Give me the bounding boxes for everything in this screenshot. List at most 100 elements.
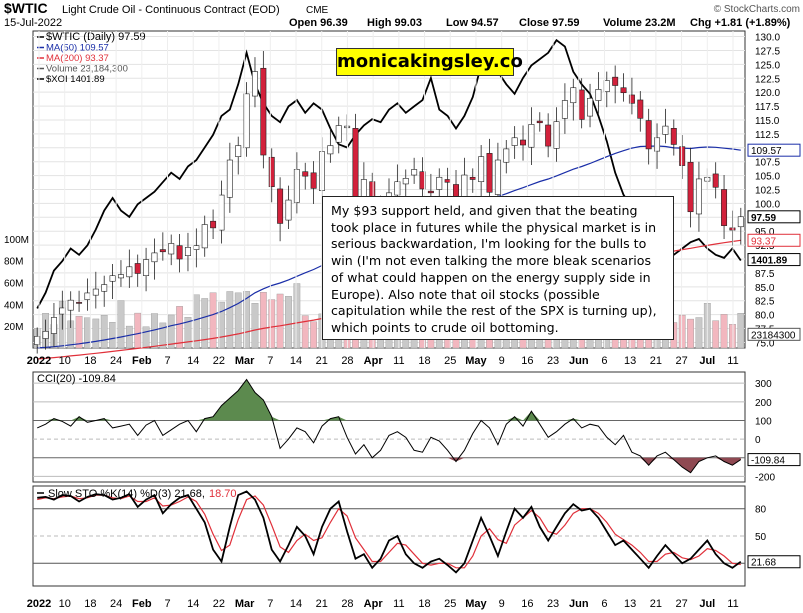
candle-body [578,89,585,120]
sto-k-line [37,490,742,574]
volume-bar [100,315,108,349]
candle-body [628,94,635,104]
volume-bar [92,318,100,349]
candle-body [218,194,225,231]
volume-bar [201,298,209,349]
x-tick-label: 23 [547,355,559,367]
volume-bar [134,312,142,349]
volume-bar [285,296,292,349]
candle-body [101,284,108,292]
volume-axis-label: 100M [4,235,29,246]
cci-tick-label: 200 [755,398,772,409]
candle-body [201,224,208,249]
xoi-tag: 1401.89 [751,256,788,267]
x-tick-label-bottom: Mar [235,598,255,610]
ma50-tag: 109.57 [751,146,782,157]
sto-tag: 21.68 [751,558,776,569]
volume-bar [226,291,234,349]
candle-body [184,247,191,256]
candle-body [335,125,342,143]
x-tick-label-bottom: Jun [569,598,589,610]
volume-tag-box [747,327,801,341]
candle-body [260,67,267,156]
legend-entry: Volume 23,184,300 [46,64,128,75]
candle-body [268,156,275,188]
x-tick-label-bottom: 2022 [27,598,51,610]
candle-body [235,145,242,157]
price-tick-label: 130.0 [755,33,780,44]
x-tick-label-bottom: Jul [699,598,715,610]
x-tick-label: 2022 [27,355,51,367]
price-tick-label: 100.0 [755,199,780,210]
volume-bar [678,314,686,349]
candle-body [251,71,258,97]
price-tick-label: 85.0 [755,283,775,294]
x-tick-label: 13 [624,355,636,367]
candle-body [561,100,568,119]
x-tick-label-bottom: Apr [364,598,384,610]
volume-bar [268,299,276,349]
candle-body [637,99,644,119]
x-tick-label: 21 [650,355,662,367]
price-tick-label: 105.0 [755,172,780,183]
x-tick-label-bottom: 18 [418,598,430,610]
x-tick-label: 18 [84,355,96,367]
volume-bar [234,292,242,349]
candle-body [520,139,527,146]
candle-body [687,161,694,213]
candle-body [67,299,74,311]
candle-body [645,120,652,150]
candle-body [503,148,510,163]
volume-bar [687,318,694,349]
volume-bar [293,283,301,349]
xoi-line [36,38,742,309]
candle-body [721,189,728,226]
candle-body [494,159,501,195]
candle-body [327,145,334,155]
candle-body [402,178,409,185]
volume-bar [243,291,250,349]
candle-body [444,179,451,183]
volume-bar [159,322,167,349]
x-tick-label-bottom: 27 [675,598,687,610]
candle-body [394,181,401,196]
candle-body [293,169,300,203]
candle-body [134,263,141,274]
exchange-label: CME [306,5,329,16]
candle-body [310,172,317,189]
candle-body [553,121,560,149]
volume-bar [109,322,116,349]
sto-tick-label: 50 [755,532,767,543]
price-tick-label: 122.5 [755,74,780,85]
x-tick-label: Jul [699,355,715,367]
candle-body [159,249,166,253]
candle-body [587,97,594,117]
x-tick-label: 24 [110,355,122,367]
x-tick-label-bottom: May [465,598,487,610]
x-tick-label: 7 [164,355,170,367]
volume-axis-label: 60M [4,279,23,290]
x-tick-label-bottom: Feb [132,598,152,610]
x-tick-label-bottom: 11 [727,598,738,610]
volume-bar [125,325,133,349]
candle-body [662,125,669,135]
candle-body [737,216,744,228]
price-tick-label: 107.5 [755,158,780,169]
x-tick-label-bottom: 14 [187,598,199,610]
volume-bar [259,291,267,349]
candle-body [143,259,150,277]
x-tick-label: Feb [132,355,152,367]
price-tick-label: 80.0 [755,311,775,322]
volume-axis-label: 20M [4,322,23,333]
sto-title: Slow STO %K(14) %D(3) 21.68, [48,488,205,500]
cci-panel-frame [32,371,746,483]
candle-body [712,173,719,188]
x-tick-label: 6 [601,355,607,367]
candle-body [59,307,66,315]
price-tick-label: 120.0 [755,88,780,99]
price-tick-label: 125.0 [755,60,780,71]
sto-tag-box [747,555,801,569]
x-tick-label: 11 [393,355,404,367]
candle-body [536,120,543,124]
x-tick-label-bottom: 25 [444,598,456,610]
